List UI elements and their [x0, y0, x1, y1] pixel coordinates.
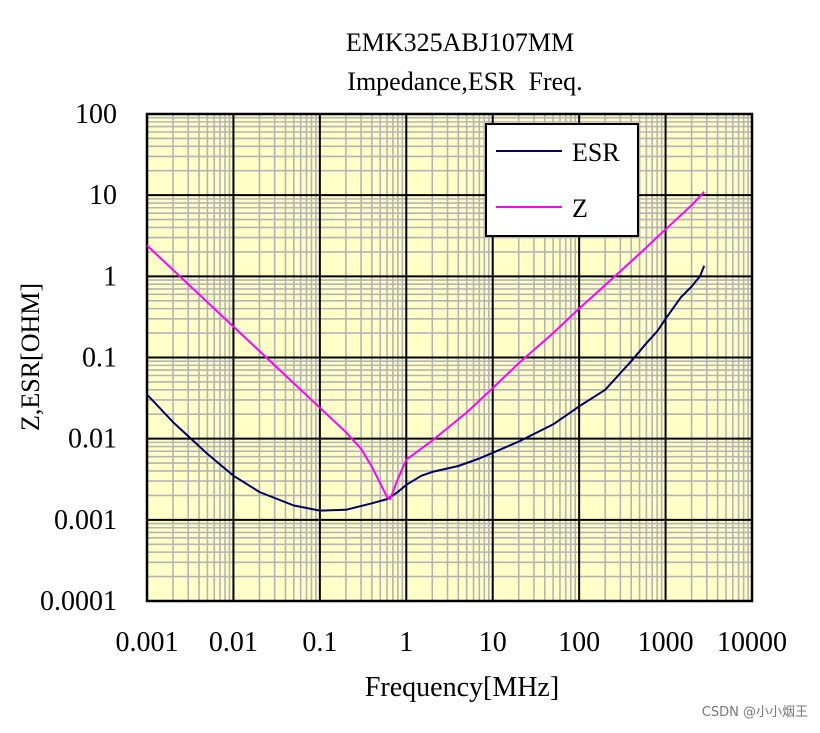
y-tick-label: 10	[89, 180, 117, 211]
x-tick-label: 10	[479, 627, 507, 658]
x-tick-label: 1000	[638, 627, 694, 658]
x-tick-label: 0.1	[302, 627, 337, 658]
legend-box	[485, 123, 639, 237]
y-tick-label: 0.1	[82, 343, 117, 374]
y-axis-label: Z,ESR[OHM]	[16, 283, 45, 431]
chart-title: EMK325ABJ107MM	[346, 28, 574, 57]
x-tick-label: 0.01	[209, 627, 258, 658]
series-line-esr	[146, 265, 706, 512]
legend-label-z: Z	[572, 194, 588, 223]
y-tick-label: 0.001	[54, 505, 117, 536]
y-tick-label: 0.0001	[40, 586, 117, 617]
x-tick-label: 100	[558, 627, 600, 658]
x-tick-label: 0.001	[116, 627, 179, 658]
legend: ESR Z	[485, 123, 639, 237]
plot-area: 0.001 0.01 0.1 1 10 100 1000 10000 0.0001 0.001 0.…	[40, 99, 787, 658]
y-tick-label: 0.01	[68, 424, 117, 455]
x-tick-label: 1	[399, 627, 413, 658]
watermark: CSDN @小小烟王	[701, 705, 808, 720]
chart-subtitle: Impedance,ESR Freq.	[347, 67, 582, 96]
series-line-z	[146, 191, 705, 501]
y-tick-label: 1	[103, 261, 117, 292]
plot-border	[145, 112, 754, 603]
x-tick-label: 10000	[717, 627, 787, 658]
legend-label-esr: ESR	[572, 138, 620, 167]
x-axis-label: Frequency[MHz]	[365, 672, 559, 703]
y-tick-label: 100	[75, 99, 117, 130]
